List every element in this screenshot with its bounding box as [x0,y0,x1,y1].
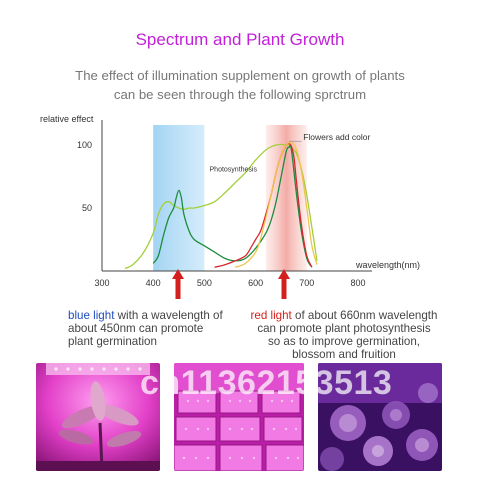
red-band-arrow-head [278,269,290,279]
blue-callout-line-2: about 450nm can promote [68,322,204,335]
series-2-line [152,145,313,268]
y-tick-label-100: 100 [77,140,92,150]
x-tick-label-400: 400 [146,278,161,288]
blue-light-callout: blue light with a wavelength of about 45… [68,309,240,348]
blue-callout-line-1: blue light with a wavelength of [68,309,240,322]
subtitle-line-2: can be seen through the following sprctr… [113,87,367,102]
photosynthesis-annotation: Photosynthesis [210,166,258,173]
succulents-photo [318,363,442,471]
seedling-photo [36,363,160,471]
blue-light-band [153,125,205,271]
grow-light-panels-photo [174,363,304,471]
x-tick-label-700: 700 [299,278,314,288]
x-tick-label-500: 500 [197,278,212,288]
y-tick-label-50: 50 [82,203,92,213]
page-subtitle: The effect of illumination supplement on… [0,66,480,104]
x-tick-label-300: 300 [94,278,109,288]
y-axis-label: relative effect [40,114,94,124]
x-tick-label-600: 600 [248,278,263,288]
blue-callout-line-1-rest: with a wavelength of [114,309,223,322]
red-light-highlight: red light [250,309,292,322]
flowers-annotation: Flowers add color [303,132,370,142]
red-callout-line-4: blossom and fruition [292,348,396,361]
subtitle-line-1: The effect of illumination supplement on… [75,68,405,83]
red-callout-line-3: so as to improve germination, [267,335,421,348]
red-callout-line-1: red light of about 660nm wavelength [244,309,444,322]
page-title: Spectrum and Plant Growth [135,30,345,49]
spectrum-chart: relative effect wavelength(nm) 50 100 300 400… [40,114,420,299]
blue-light-highlight: blue light [68,309,115,322]
red-light-callout: red light of about 660nm wavelength can … [244,309,444,361]
blue-callout-line-3: plant germination [68,335,157,348]
series-4-line [234,141,318,268]
red-callout-line-1-rest: of about 660nm wavelength [291,309,438,322]
blue-band-arrow-shaft [175,278,181,299]
red-callout-line-2: can promote plant photosynthesis [257,322,431,335]
red-band-arrow-shaft [281,278,287,299]
blue-band-arrow-head [172,269,184,279]
x-axis-label: wavelength(nm) [355,260,420,270]
x-tick-label-800: 800 [350,278,365,288]
